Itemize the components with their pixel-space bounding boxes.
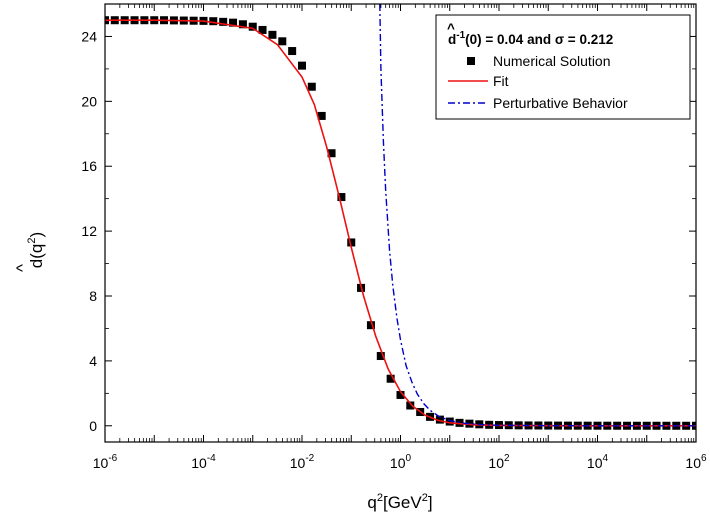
numerical-solution-point bbox=[248, 22, 257, 31]
y-tick-label: 8 bbox=[89, 288, 97, 304]
y-tick-label: 4 bbox=[89, 353, 97, 369]
tick-labels: 10-6 10-4 10-2 100 102 104 106 0 4 8 12 16 20 24 bbox=[81, 28, 707, 471]
x-axis-title: q2[GeV2] bbox=[367, 492, 432, 512]
numerical-solution-point bbox=[327, 149, 336, 158]
legend-title-hat: ^ bbox=[447, 21, 455, 36]
x-tick-label: 102 bbox=[488, 453, 510, 471]
numerical-solution-point bbox=[347, 238, 356, 247]
plot-frame bbox=[104, 3, 697, 443]
y-tick-label: 0 bbox=[89, 418, 97, 434]
numerical-solution-point bbox=[386, 374, 395, 383]
legend-label-fit: Fit bbox=[493, 73, 509, 89]
x-tick-label: 10-2 bbox=[290, 453, 315, 471]
numerical-solution-point bbox=[406, 401, 415, 410]
legend-marker-numerical bbox=[467, 57, 475, 65]
numerical-solution-point bbox=[229, 18, 238, 27]
numerical-solution-point bbox=[445, 417, 454, 426]
numerical-solution-point bbox=[268, 30, 277, 39]
numerical-solution-point bbox=[307, 82, 316, 91]
numerical-solution-point bbox=[238, 20, 247, 29]
numerical-solution-point bbox=[366, 321, 375, 330]
numerical-solution-point bbox=[376, 352, 385, 361]
numerical-solution-point bbox=[288, 47, 297, 56]
y-tick-label: 20 bbox=[81, 93, 97, 109]
numerical-solution-point bbox=[278, 37, 287, 46]
numerical-solution-point bbox=[258, 25, 267, 34]
numerical-solution-point bbox=[317, 111, 326, 120]
x-tick-label: 100 bbox=[390, 453, 412, 471]
y-axis-hat: ^ bbox=[13, 264, 32, 272]
svg-text:d(q2): d(q2) bbox=[26, 232, 46, 268]
numerical-solution-point bbox=[209, 17, 218, 26]
fit-line bbox=[105, 19, 696, 427]
y-tick-label: 24 bbox=[81, 28, 97, 44]
numerical-solution-point bbox=[337, 193, 346, 202]
y-axis-title: d(q2) ^ bbox=[13, 232, 46, 272]
numerical-solution-point bbox=[219, 17, 228, 26]
x-tick-label: 106 bbox=[685, 453, 707, 471]
numerical-solution-point bbox=[298, 61, 306, 70]
legend: d-1(0) = 0.04 and σ = 0.212 ^ Numerical … bbox=[435, 14, 691, 120]
data-layer bbox=[105, 4, 696, 430]
legend-label-perturbative: Perturbative Behavior bbox=[493, 95, 628, 111]
legend-title: d-1(0) = 0.04 and σ = 0.212 bbox=[448, 30, 613, 47]
x-tick-label: 10-4 bbox=[191, 453, 216, 471]
x-tick-label: 104 bbox=[587, 453, 609, 471]
numerical-solution-point bbox=[435, 415, 444, 424]
y-tick-label: 16 bbox=[81, 158, 97, 174]
numerical-solution-point bbox=[396, 390, 405, 399]
legend-label-numerical: Numerical Solution bbox=[493, 53, 611, 69]
perturbative-line bbox=[379, 4, 696, 427]
x-tick-label: 10-6 bbox=[93, 453, 118, 471]
y-tick-label: 12 bbox=[81, 223, 97, 239]
legend-box bbox=[435, 14, 691, 120]
